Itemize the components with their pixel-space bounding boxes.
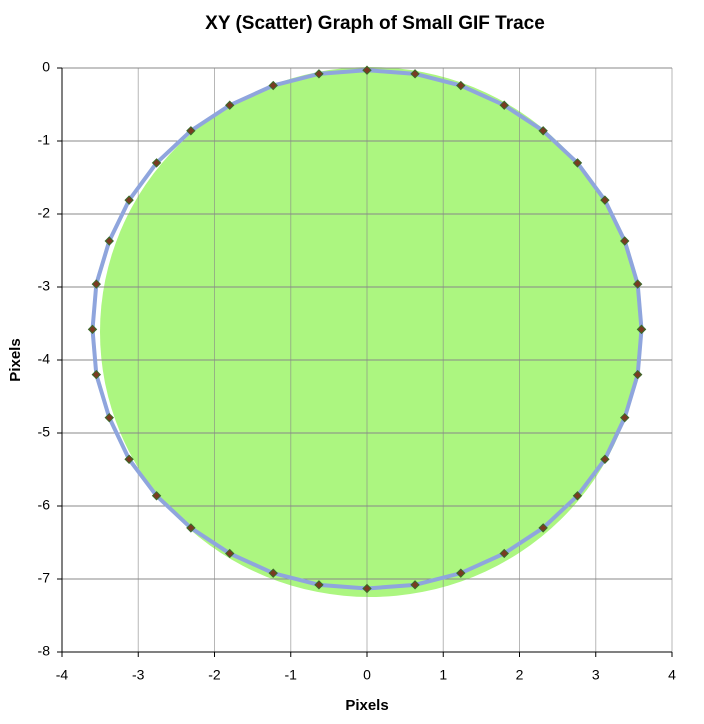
point (456, 568, 466, 578)
point (636, 324, 647, 335)
x-tick-label: -2 (208, 667, 221, 683)
point (572, 158, 583, 168)
x-tick-label: 1 (439, 667, 447, 683)
point (91, 369, 102, 380)
point (91, 279, 102, 289)
point (572, 491, 583, 501)
point (314, 580, 324, 590)
point (104, 412, 114, 423)
x-tick-label: 2 (516, 667, 524, 683)
point (151, 158, 162, 168)
y-tick-label: -2 (38, 205, 51, 221)
point (362, 65, 372, 75)
point (620, 236, 630, 246)
point (104, 236, 114, 246)
point (314, 69, 324, 79)
traced-shape (100, 67, 640, 597)
x-tick-label: 3 (592, 667, 600, 683)
y-tick-label: -5 (38, 424, 51, 440)
point (268, 80, 278, 91)
point (499, 100, 509, 110)
point (538, 126, 548, 136)
point (362, 583, 372, 594)
point (538, 523, 548, 533)
point (225, 548, 235, 559)
point (600, 195, 610, 205)
y-tick-label: 0 (42, 59, 50, 75)
x-tick-label: -4 (56, 667, 69, 683)
x-axis-label: Pixels (345, 697, 388, 714)
y-tick-label: -7 (38, 570, 51, 586)
point (410, 69, 420, 79)
point (410, 580, 420, 590)
y-tick-label: -8 (38, 643, 51, 659)
point (225, 100, 235, 110)
point (456, 80, 466, 91)
y-tick-label: -6 (38, 497, 51, 513)
point (87, 324, 98, 335)
y-axis-label: Pixels (7, 338, 24, 381)
point (186, 523, 196, 533)
x-tick-label: -1 (285, 667, 298, 683)
point (124, 454, 134, 464)
y-tick-label: -3 (38, 278, 51, 294)
point (268, 568, 278, 578)
point (499, 548, 509, 559)
point (632, 279, 643, 289)
point (186, 126, 196, 136)
point (151, 491, 162, 501)
y-tick-label: -1 (38, 132, 51, 148)
point (600, 454, 610, 464)
chart-title: XY (Scatter) Graph of Small GIF Trace (205, 13, 545, 34)
x-tick-label: 0 (363, 667, 371, 683)
x-tick-label: 4 (668, 667, 676, 683)
point (632, 369, 643, 380)
x-tick-label: -3 (132, 667, 145, 683)
y-tick-label: -4 (38, 351, 51, 367)
point (620, 412, 630, 423)
point (124, 195, 134, 205)
